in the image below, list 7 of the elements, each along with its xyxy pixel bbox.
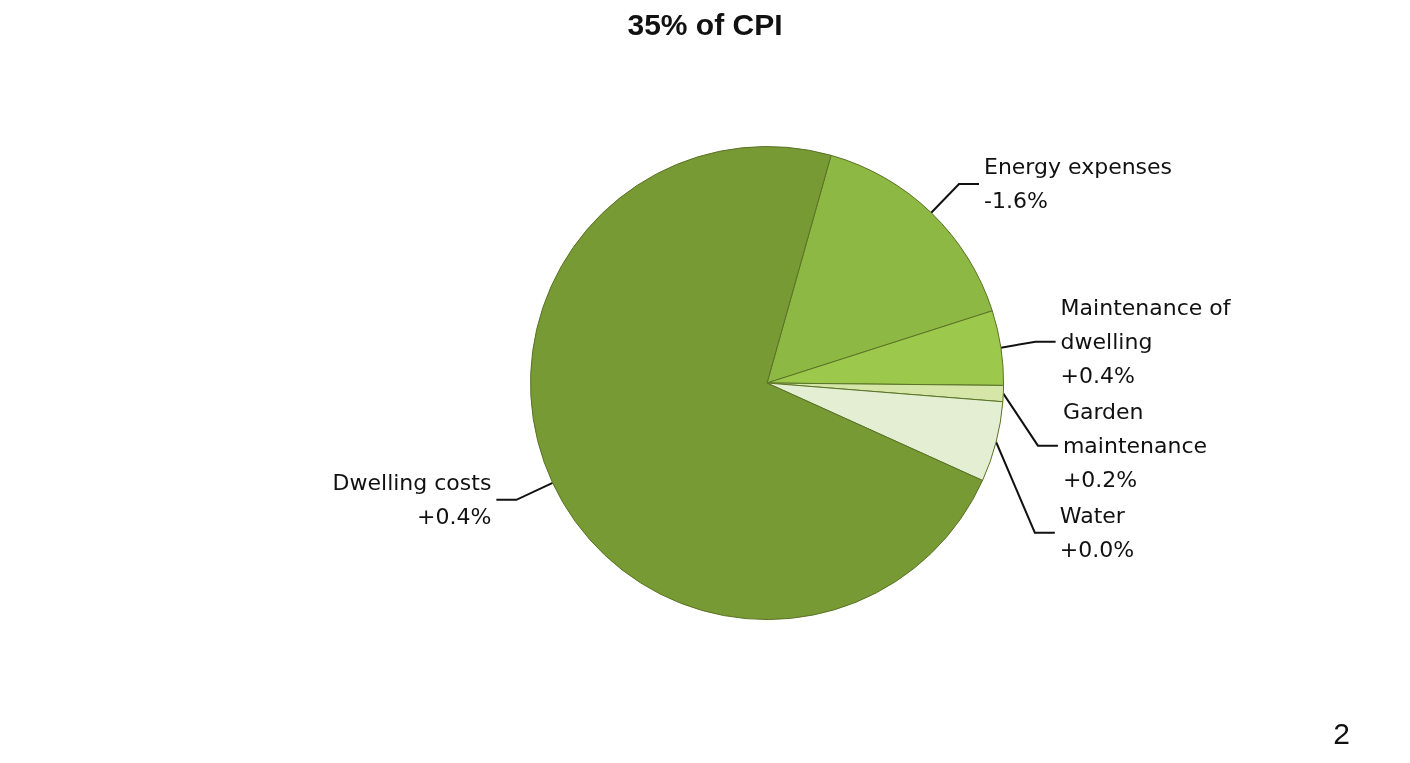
slice-label: Garden maintenance +0.2% xyxy=(1062,399,1208,493)
slice-label: Water +0.0% xyxy=(1059,503,1135,563)
chart-title: 35% of CPI xyxy=(627,7,783,41)
slice-label: Maintenance of dwelling +0.4% xyxy=(1060,295,1238,389)
text: 2 xyxy=(1333,716,1350,750)
slice-label: Energy expenses -1.6% xyxy=(983,154,1173,214)
slice-label: Dwelling costs +0.4% xyxy=(332,470,492,530)
